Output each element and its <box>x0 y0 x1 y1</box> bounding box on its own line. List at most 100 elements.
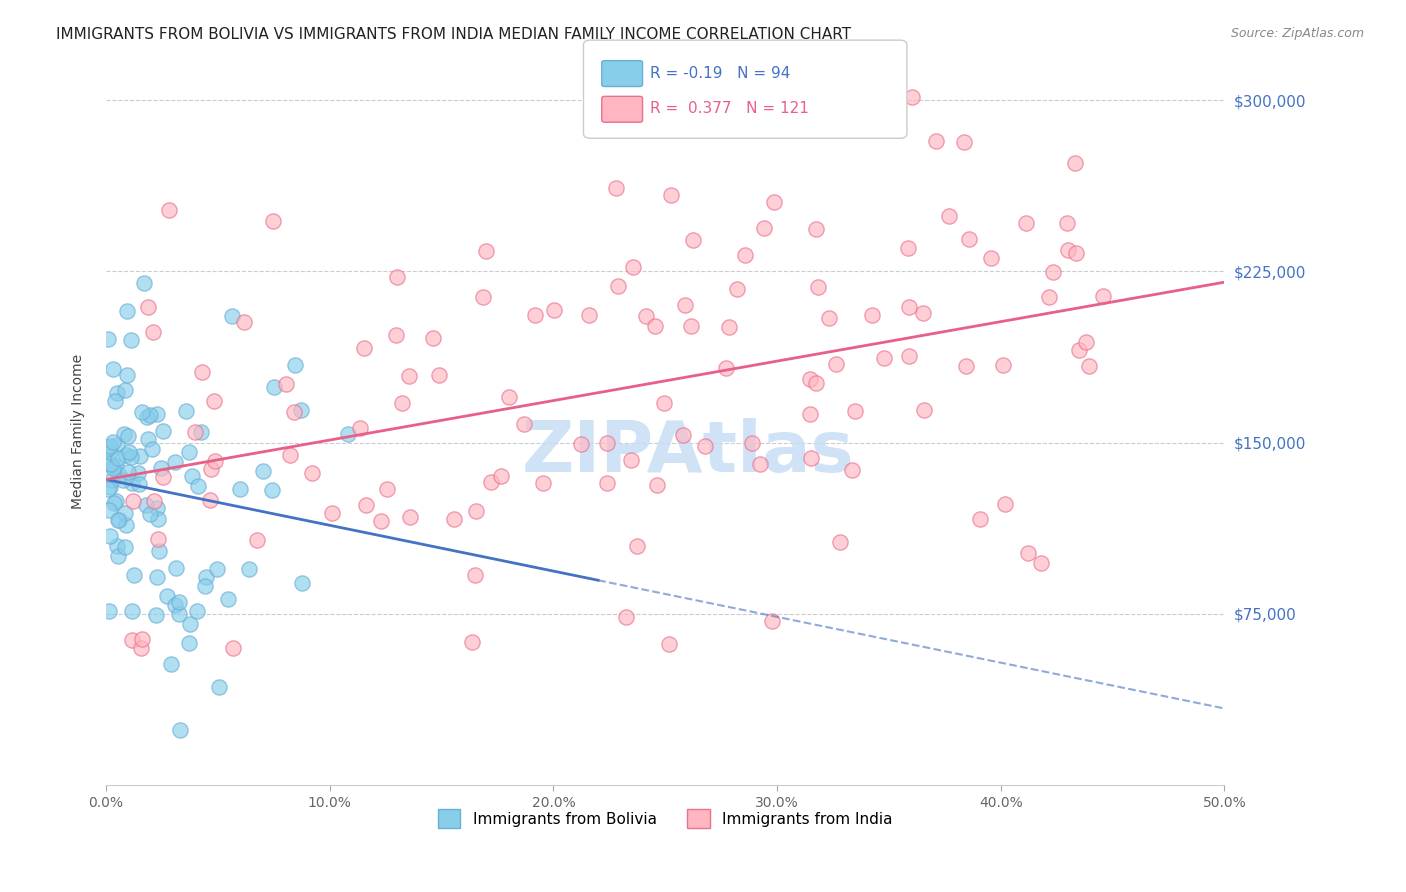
Immigrants from India <box>391 396 413 410</box>
Immigrants from India <box>464 568 486 582</box>
Immigrants from India <box>897 300 920 314</box>
Immigrants from India <box>957 232 980 246</box>
Immigrants from India <box>825 357 848 371</box>
Immigrants from Bolivia <box>112 427 135 442</box>
Immigrants from India <box>955 359 977 373</box>
Immigrants from Bolivia <box>103 393 125 408</box>
Immigrants from India <box>901 90 924 104</box>
Immigrants from Bolivia <box>148 544 170 558</box>
Immigrants from India <box>1077 359 1099 373</box>
Immigrants from India <box>938 209 960 223</box>
Immigrants from India <box>626 539 648 553</box>
Immigrants from Bolivia <box>190 425 212 440</box>
Immigrants from Bolivia <box>177 444 200 458</box>
Immigrants from Bolivia <box>263 380 285 394</box>
Text: R = -0.19   N = 94: R = -0.19 N = 94 <box>650 66 790 80</box>
Immigrants from Bolivia <box>217 591 239 606</box>
Immigrants from India <box>200 493 222 508</box>
Immigrants from India <box>142 325 165 339</box>
Immigrants from India <box>1066 246 1088 260</box>
Immigrants from India <box>427 368 450 382</box>
Immigrants from India <box>595 436 617 450</box>
Immigrants from India <box>725 282 748 296</box>
Immigrants from India <box>911 306 934 320</box>
Text: Source: ZipAtlas.com: Source: ZipAtlas.com <box>1230 27 1364 40</box>
Immigrants from India <box>398 369 420 384</box>
Immigrants from Bolivia <box>262 483 284 497</box>
Immigrants from India <box>761 615 783 629</box>
Immigrants from India <box>474 244 496 258</box>
Immigrants from Bolivia <box>163 455 186 469</box>
Immigrants from Bolivia <box>101 435 124 450</box>
Immigrants from Bolivia <box>148 512 170 526</box>
Legend: Immigrants from Bolivia, Immigrants from India: Immigrants from Bolivia, Immigrants from… <box>432 803 898 834</box>
Immigrants from India <box>191 365 214 379</box>
Immigrants from India <box>498 390 520 404</box>
Immigrants from India <box>748 457 770 471</box>
Immigrants from India <box>353 342 375 356</box>
Immigrants from India <box>658 637 681 651</box>
Immigrants from India <box>953 135 976 149</box>
Immigrants from Bolivia <box>97 502 120 516</box>
Immigrants from India <box>136 301 159 315</box>
Immigrants from Bolivia <box>108 513 131 527</box>
Immigrants from Bolivia <box>121 604 143 618</box>
Immigrants from India <box>799 407 821 421</box>
Immigrants from Bolivia <box>139 508 162 522</box>
Immigrants from Bolivia <box>179 617 201 632</box>
Immigrants from India <box>385 328 408 343</box>
Immigrants from Bolivia <box>114 384 136 398</box>
Immigrants from Bolivia <box>115 448 138 462</box>
Immigrants from Bolivia <box>221 310 243 324</box>
Immigrants from India <box>157 203 180 218</box>
Immigrants from Bolivia <box>149 461 172 475</box>
Immigrants from Bolivia <box>117 465 139 479</box>
Immigrants from India <box>636 309 658 323</box>
Immigrants from India <box>644 319 666 334</box>
Immigrants from India <box>200 462 222 476</box>
Immigrants from Bolivia <box>120 450 142 464</box>
Immigrants from Bolivia <box>100 445 122 459</box>
Immigrants from Bolivia <box>290 403 312 417</box>
Immigrants from India <box>222 641 245 656</box>
Immigrants from Bolivia <box>128 477 150 491</box>
Immigrants from India <box>605 180 627 194</box>
Immigrants from Bolivia <box>122 568 145 582</box>
Immigrants from India <box>682 233 704 247</box>
Immigrants from India <box>1042 265 1064 279</box>
Immigrants from Bolivia <box>114 506 136 520</box>
Immigrants from Bolivia <box>98 480 121 494</box>
Immigrants from Bolivia <box>97 604 120 618</box>
Immigrants from Bolivia <box>141 442 163 457</box>
Immigrants from India <box>596 475 619 490</box>
Immigrants from Bolivia <box>159 657 181 672</box>
Immigrants from Bolivia <box>117 429 139 443</box>
Immigrants from India <box>513 417 536 431</box>
Immigrants from India <box>1015 216 1038 230</box>
Immigrants from Bolivia <box>145 607 167 622</box>
Immigrants from Bolivia <box>238 562 260 576</box>
Immigrants from India <box>621 260 644 275</box>
Immigrants from Bolivia <box>115 368 138 383</box>
Immigrants from India <box>375 482 398 496</box>
Immigrants from Bolivia <box>337 427 360 442</box>
Immigrants from Bolivia <box>115 303 138 318</box>
Immigrants from India <box>1031 556 1053 570</box>
Immigrants from India <box>714 361 737 376</box>
Immigrants from Bolivia <box>107 438 129 452</box>
Immigrants from India <box>1064 156 1087 170</box>
Immigrants from India <box>152 470 174 484</box>
Immigrants from India <box>464 504 486 518</box>
Immigrants from India <box>828 534 851 549</box>
Immigrants from India <box>1056 243 1078 257</box>
Immigrants from India <box>204 454 226 468</box>
Immigrants from India <box>718 319 741 334</box>
Immigrants from India <box>994 497 1017 511</box>
Immigrants from Bolivia <box>104 459 127 474</box>
Immigrants from India <box>1069 343 1091 357</box>
Immigrants from India <box>860 308 883 322</box>
Immigrants from India <box>652 396 675 410</box>
Text: IMMIGRANTS FROM BOLIVIA VS IMMIGRANTS FROM INDIA MEDIAN FAMILY INCOME CORRELATIO: IMMIGRANTS FROM BOLIVIA VS IMMIGRANTS FR… <box>56 27 852 42</box>
Immigrants from Bolivia <box>136 410 159 425</box>
Immigrants from India <box>184 425 207 439</box>
